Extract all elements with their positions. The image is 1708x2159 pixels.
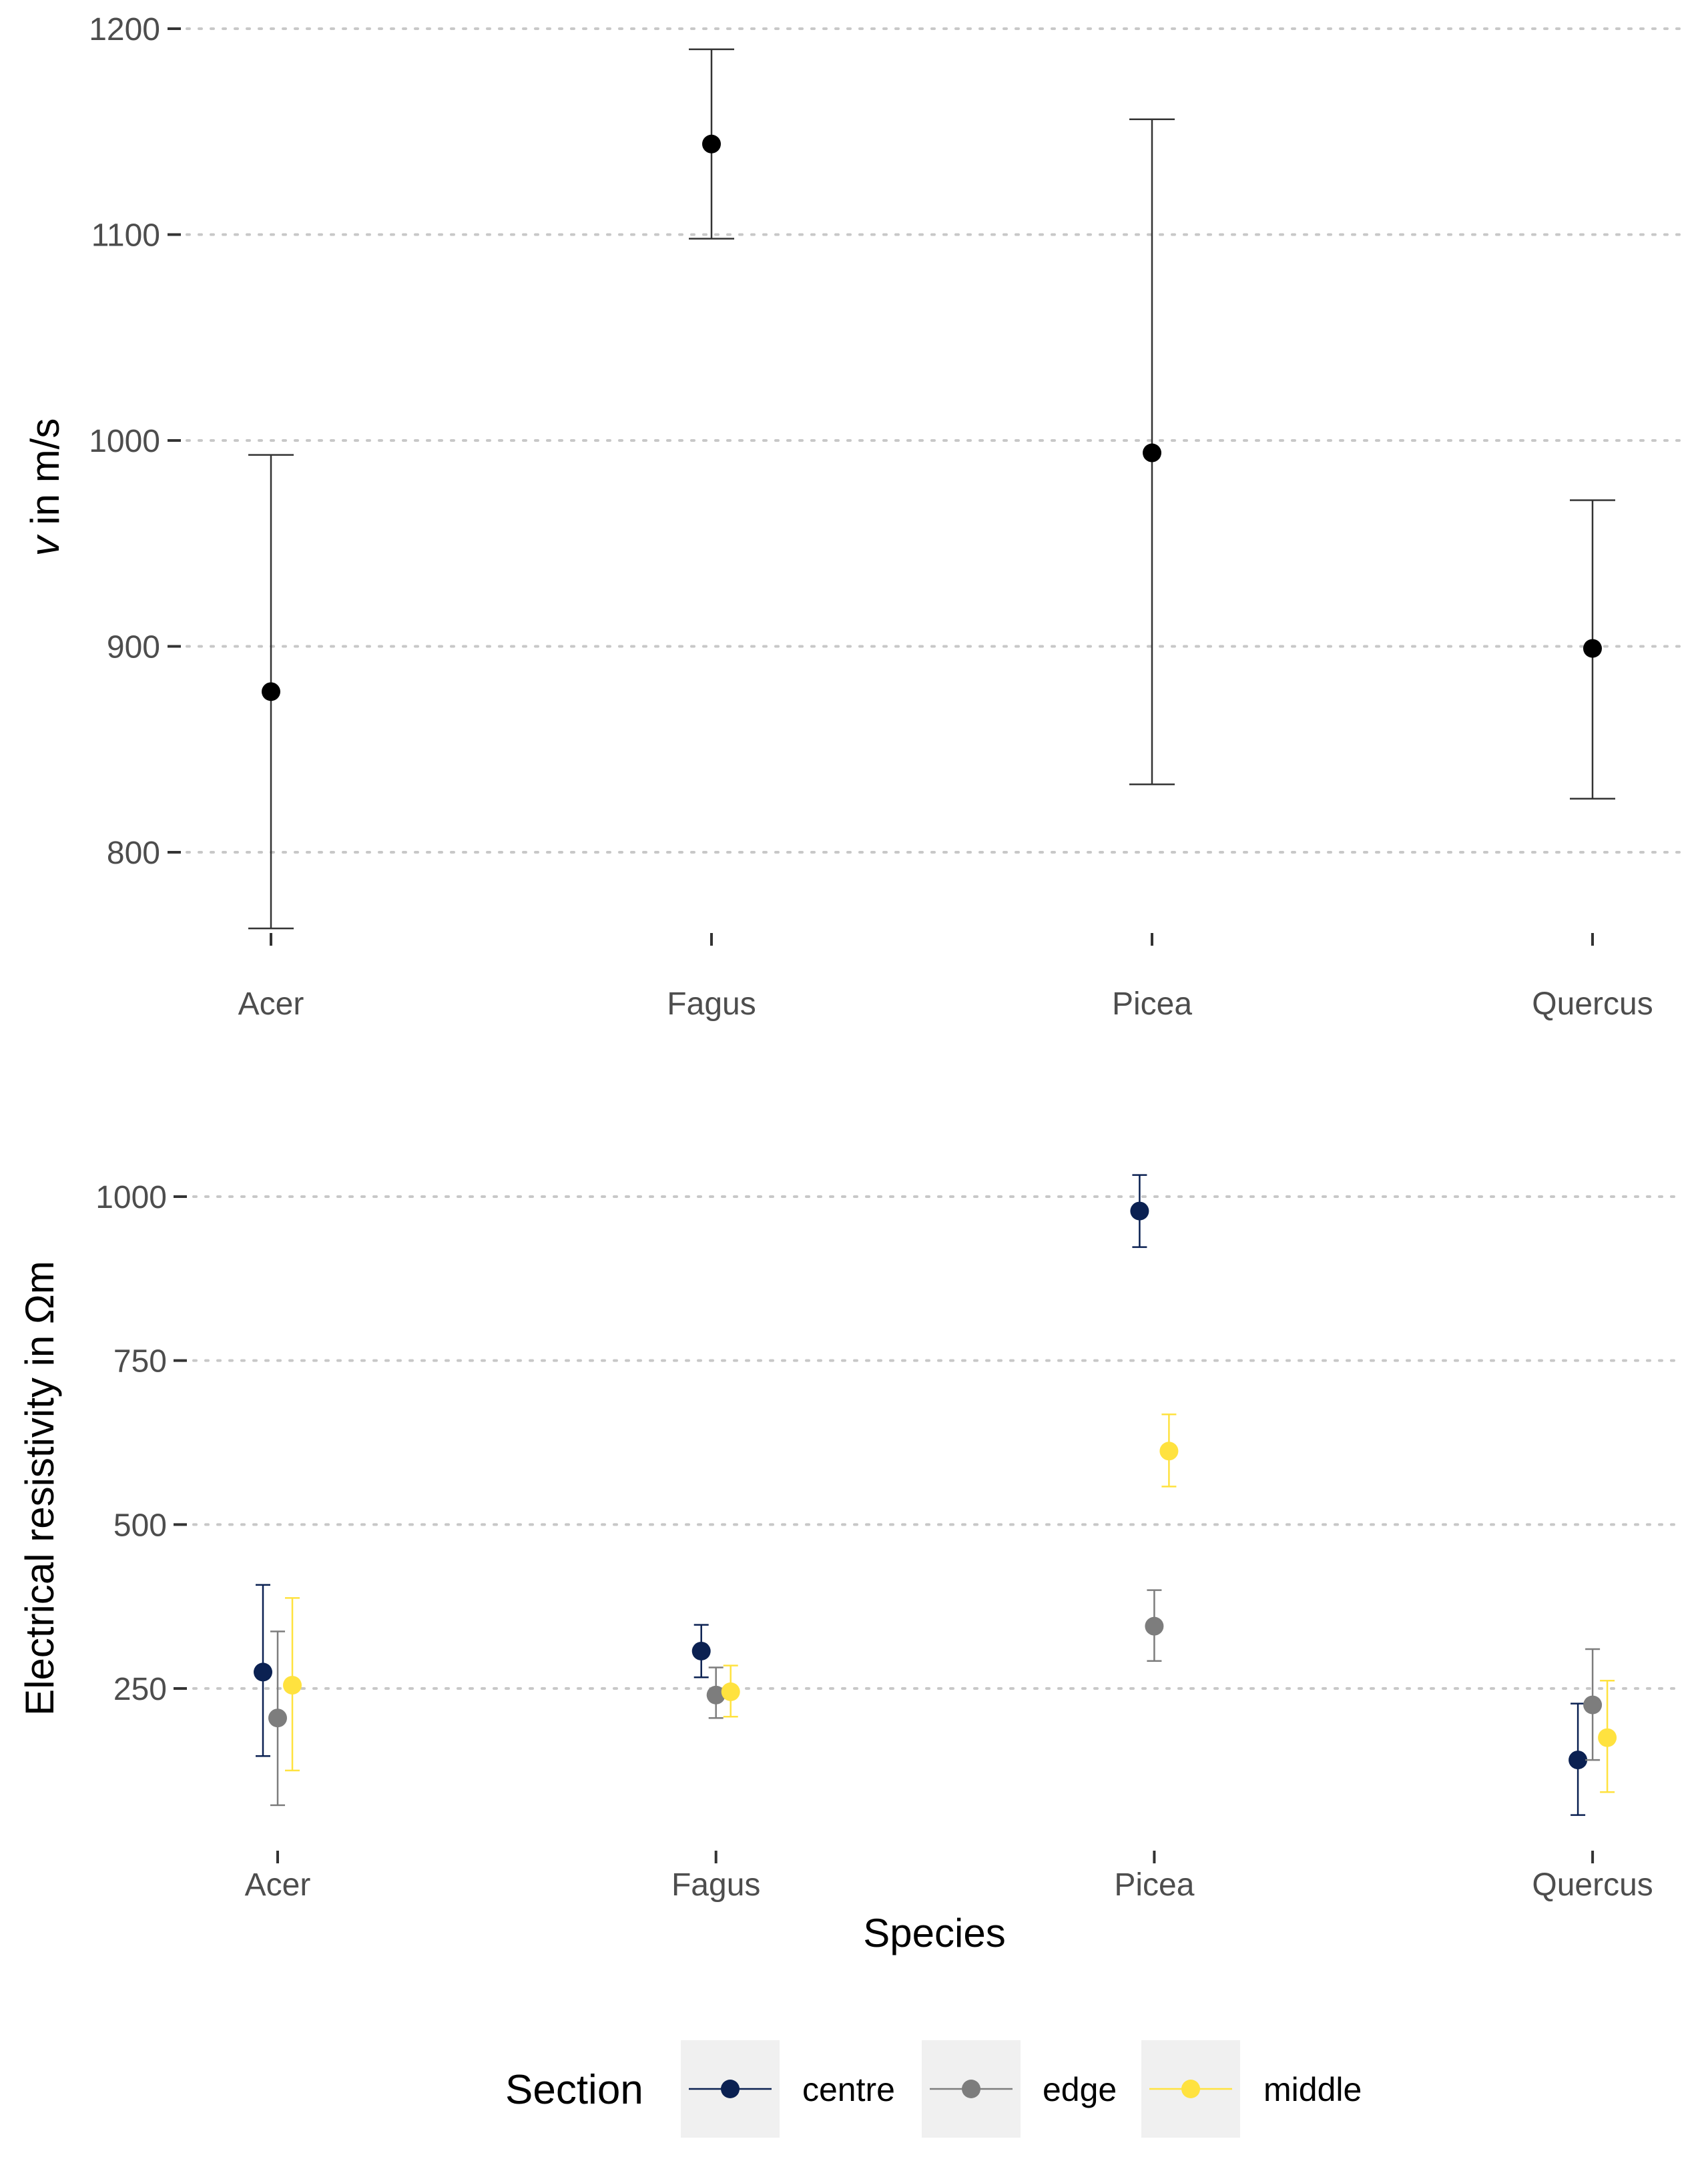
y-tick-label: 900	[107, 630, 160, 665]
data-point-edge	[268, 1709, 287, 1728]
data-point-middle	[1159, 1442, 1179, 1461]
velocity-panel: 800 900 1000 1100 1200 Acer Fagus Picea Quercus v…	[23, 12, 1683, 1022]
x-axis-title: Species	[863, 1911, 1005, 1955]
data-point-middle	[1598, 1728, 1617, 1747]
legend-key-point	[1181, 2080, 1200, 2098]
y-tick-label: 1100	[91, 218, 160, 254]
data-point-centre	[691, 1641, 711, 1660]
legend-item-edge: edge	[922, 2040, 1117, 2138]
data-point-centre	[1569, 1751, 1588, 1770]
legend-title: Section	[505, 2067, 643, 2113]
y-tick-label: 1000	[89, 424, 160, 459]
x-tick-label: Acer	[245, 1867, 311, 1903]
legend-item-middle: middle	[1141, 2040, 1362, 2138]
x-tick-label: Acer	[238, 986, 304, 1022]
x-tick-label: Picea	[1114, 1867, 1194, 1903]
x-tick-label: Fagus	[671, 1867, 760, 1903]
data-point	[1143, 443, 1161, 462]
x-tick-label: Picea	[1112, 986, 1192, 1022]
data-point-edge	[706, 1685, 726, 1705]
legend-item-centre: centre	[681, 2040, 895, 2138]
data-point-centre	[254, 1662, 272, 1682]
legend-label: edge	[1043, 2071, 1117, 2108]
data-point-middle	[283, 1676, 302, 1695]
data-point-edge	[1583, 1695, 1603, 1715]
legend-key-point	[962, 2080, 980, 2098]
x-tick-label: Quercus	[1532, 986, 1653, 1022]
y-axis-title: Electrical resistivity in Ωm	[17, 1261, 62, 1716]
data-point-centre	[1130, 1201, 1149, 1221]
data-point-edge	[1145, 1616, 1164, 1636]
y-axis-title: v in m/s	[23, 418, 67, 557]
legend: Section centre edge middle	[505, 2040, 1362, 2138]
legend-label: middle	[1263, 2071, 1362, 2108]
y-axis-title-symbol: v	[23, 534, 67, 556]
y-tick-label: 750	[113, 1344, 167, 1379]
data-point-middle	[721, 1682, 740, 1701]
x-tick-label: Fagus	[667, 986, 756, 1022]
legend-label: centre	[802, 2071, 895, 2108]
data-point	[702, 134, 721, 153]
data-point	[1583, 639, 1602, 658]
legend-key-point	[721, 2080, 740, 2098]
y-tick-label: 1000	[95, 1180, 167, 1215]
x-tick-label: Quercus	[1532, 1867, 1653, 1903]
data-point	[262, 682, 280, 701]
y-tick-label: 800	[107, 836, 160, 871]
y-tick-label: 1200	[89, 12, 160, 47]
y-tick-label: 500	[113, 1508, 167, 1543]
y-axis-title-unit: in m/s	[23, 418, 67, 537]
resistivity-panel: 250 500 750 1000 Acer Fagus Picea Quercus Electr…	[17, 1174, 1683, 1955]
y-tick-label: 250	[113, 1672, 167, 1707]
